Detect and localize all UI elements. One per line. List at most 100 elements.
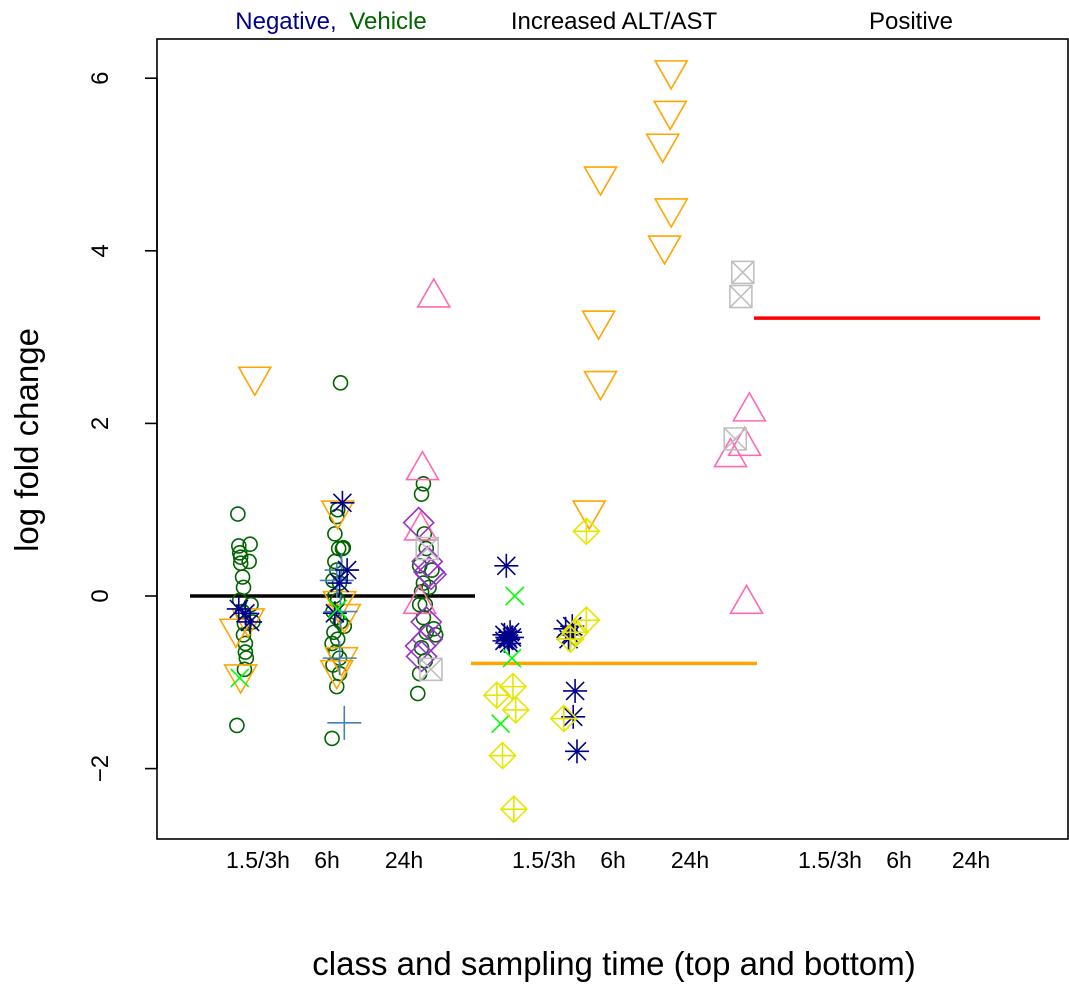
data-point xyxy=(729,284,753,309)
point-asterisk xyxy=(240,612,260,632)
data-point xyxy=(421,579,437,596)
data-point xyxy=(713,436,748,468)
point-circle xyxy=(230,538,247,554)
data-point xyxy=(411,623,444,656)
point-circle xyxy=(415,476,432,492)
y-tick-label: 4 xyxy=(87,244,114,257)
class-labels: Negative, Vehicle Increased ALT/AST Posi… xyxy=(235,8,953,35)
x-axis-label: class and sampling time (top and bottom) xyxy=(312,945,915,982)
point-circle xyxy=(424,562,440,578)
class-label-increased-alt-ast: Increased ALT/AST xyxy=(511,8,718,35)
point-triangle-up xyxy=(713,436,748,468)
data-point xyxy=(326,603,362,635)
point-box xyxy=(729,284,753,309)
data-point xyxy=(413,486,430,502)
data-point xyxy=(560,618,590,647)
point-diamond xyxy=(414,558,448,591)
data-point xyxy=(414,558,448,591)
data-point xyxy=(502,648,522,668)
point-triangle-down xyxy=(319,659,355,691)
point-box xyxy=(730,260,755,285)
data-point xyxy=(327,526,343,542)
point-circle xyxy=(421,579,437,596)
point-box-x xyxy=(729,284,753,309)
x-time-label: 24h xyxy=(671,847,709,873)
data-point xyxy=(327,705,362,740)
point-triangle-down xyxy=(583,370,618,402)
data-point xyxy=(332,375,349,391)
point-x xyxy=(230,668,250,688)
data-point xyxy=(549,704,578,733)
data-point xyxy=(322,641,357,676)
x-time-label: 6h xyxy=(314,847,340,873)
data-point xyxy=(416,277,452,308)
data-point xyxy=(416,526,433,542)
data-point xyxy=(330,490,355,515)
point-circle xyxy=(413,486,430,502)
x-time-labels: 1.5/3h 6h 24h 1.5/3h 6h 24h 1.5/3h 6h 24h xyxy=(226,847,990,873)
point-triangle-down xyxy=(653,198,689,229)
data-point xyxy=(583,166,618,197)
data-point xyxy=(238,609,263,634)
class-label-positive: Positive xyxy=(869,8,953,35)
data-point xyxy=(242,536,258,553)
class-label-vehicle: Vehicle xyxy=(349,8,426,35)
data-point xyxy=(564,739,589,764)
data-point xyxy=(335,558,360,583)
point-asterisk xyxy=(567,741,587,761)
data-point xyxy=(230,506,246,522)
point-triangle-up xyxy=(403,510,438,541)
point-box-x xyxy=(419,657,443,681)
y-axis: −2 0 2 4 6 xyxy=(87,72,158,782)
point-box xyxy=(415,536,439,561)
data-point xyxy=(237,366,273,397)
data-point xyxy=(327,571,352,596)
class-label-negative-vehicle: Negative, Vehicle xyxy=(235,8,426,35)
x-time-label: 1.5/3h xyxy=(798,847,862,873)
data-point xyxy=(583,370,618,402)
data-point xyxy=(505,586,525,606)
x-time-label: 24h xyxy=(385,847,423,873)
point-circle xyxy=(234,569,251,585)
point-triangle-up xyxy=(416,277,452,308)
data-point xyxy=(235,579,252,596)
point-triangle-down xyxy=(320,500,356,531)
point-circle xyxy=(418,540,435,557)
point-asterisk xyxy=(235,603,255,623)
data-point xyxy=(561,704,586,729)
point-circle xyxy=(328,678,345,695)
data-point xyxy=(237,644,254,660)
data-point xyxy=(419,657,443,682)
data-point xyxy=(653,198,689,229)
point-triangle-down xyxy=(326,603,362,635)
data-point xyxy=(723,427,748,451)
point-circle xyxy=(242,536,258,553)
data-point xyxy=(320,500,356,531)
data-points xyxy=(218,60,767,824)
y-axis-label: log fold change xyxy=(8,328,45,552)
point-triangle-down xyxy=(647,235,682,266)
point-triangle-down xyxy=(218,618,254,649)
data-point xyxy=(403,510,438,541)
point-circle xyxy=(332,375,349,391)
data-point xyxy=(652,100,688,132)
data-point xyxy=(482,681,512,710)
data-point xyxy=(496,627,521,652)
data-point xyxy=(653,60,689,91)
point-circle xyxy=(409,685,426,702)
point-x xyxy=(502,648,522,668)
point-triangle-down xyxy=(581,310,617,341)
point-asterisk xyxy=(337,560,357,580)
data-point xyxy=(324,646,359,678)
point-diamond xyxy=(411,545,444,578)
data-point xyxy=(409,685,426,702)
point-triangle-down xyxy=(324,646,359,678)
data-point xyxy=(405,640,438,673)
data-point xyxy=(322,601,347,626)
point-circle xyxy=(230,506,246,522)
point-circle xyxy=(235,579,252,596)
point-triangle-down xyxy=(571,500,607,531)
data-point xyxy=(234,569,251,585)
point-triangle-up xyxy=(729,583,764,615)
data-point xyxy=(226,596,251,621)
